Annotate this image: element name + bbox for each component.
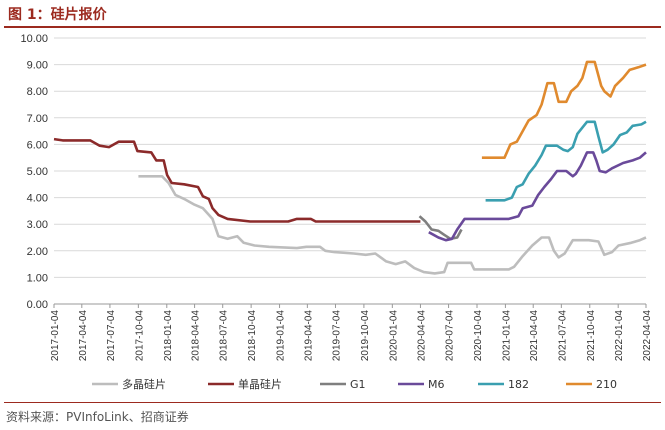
x-tick-label: 2019-07-04	[331, 310, 342, 362]
x-tick-label: 2017-07-04	[106, 310, 117, 362]
x-tick-label: 2018-07-04	[219, 310, 230, 362]
legend-label: M6	[428, 378, 445, 391]
legend-label: 182	[508, 378, 529, 391]
x-tick-label: 2021-01-04	[501, 310, 512, 362]
x-tick-label: 2019-01-04	[276, 310, 287, 362]
x-tick-label: 2020-04-04	[416, 310, 427, 362]
x-axis-ticks: 2017-01-04 2017-04-04 2017-07-04 2017-10-04…	[50, 304, 653, 361]
x-tick-label: 2020-10-04	[473, 310, 484, 362]
price-line-chart: 0.00 1.00 2.00 3.00 4.00 5.00 6.00 7.00 8.00 9.00…	[20, 33, 653, 391]
legend-item: G1	[320, 378, 366, 391]
x-tick-label: 2017-10-04	[134, 310, 145, 362]
y-tick-label: 10.00	[20, 33, 48, 45]
y-tick-label: 7.00	[27, 113, 48, 125]
x-tick-label: 2021-04-04	[529, 310, 540, 362]
x-tick-label: 2020-07-04	[445, 310, 456, 362]
series-line-4	[485, 120, 647, 202]
source-note: 资料来源：PVInfoLink、招商证券	[6, 410, 189, 424]
y-tick-label: 1.00	[27, 272, 48, 284]
legend-label: G1	[350, 378, 366, 391]
legend-item: 182	[478, 378, 529, 391]
x-tick-label: 2017-04-04	[78, 310, 89, 362]
series-lines	[53, 60, 647, 275]
legend-item: 多晶硅片	[92, 377, 166, 391]
x-tick-label: 2021-10-04	[586, 310, 597, 362]
series-line-2	[418, 215, 463, 241]
x-tick-label: 2021-07-04	[557, 310, 568, 362]
y-tick-label: 5.00	[27, 166, 48, 178]
legend-label: 多晶硅片	[122, 377, 166, 391]
chart-title: 图 1：硅片报价	[8, 7, 107, 23]
x-tick-label: 2022-01-04	[614, 310, 625, 362]
legend-label: 210	[596, 378, 617, 391]
x-tick-label: 2019-10-04	[360, 310, 371, 362]
x-tick-label: 2018-04-04	[191, 310, 202, 362]
series-line-0	[138, 175, 647, 275]
x-tick-label: 2022-04-04	[642, 310, 653, 362]
x-tick-label: 2018-10-04	[247, 310, 258, 362]
legend: 多晶硅片 单晶硅片 G1 M6 182 210	[92, 377, 617, 391]
series-line-3	[428, 151, 647, 242]
y-tick-label: 2.00	[27, 246, 48, 258]
x-tick-label: 2020-01-04	[388, 310, 399, 362]
y-axis-ticks: 0.00 1.00 2.00 3.00 4.00 5.00 6.00 7.00 8.00 9.00…	[20, 33, 48, 311]
x-tick-label: 2017-01-04	[50, 310, 61, 362]
x-tick-label: 2018-01-04	[163, 310, 174, 362]
legend-item: 单晶硅片	[208, 378, 282, 391]
series-line-1	[53, 137, 421, 223]
legend-label: 单晶硅片	[238, 378, 282, 391]
y-tick-label: 0.00	[27, 299, 48, 311]
legend-item: M6	[398, 378, 445, 391]
title-divider	[4, 26, 661, 28]
series-line-5	[481, 60, 647, 159]
y-tick-label: 9.00	[27, 60, 48, 72]
y-tick-label: 8.00	[27, 86, 48, 98]
x-tick-label: 2019-04-04	[303, 310, 314, 362]
legend-item: 210	[566, 378, 617, 391]
y-tick-label: 3.00	[27, 219, 48, 231]
footer-divider	[4, 402, 661, 403]
y-tick-label: 6.00	[27, 139, 48, 151]
y-tick-label: 4.00	[27, 193, 48, 205]
